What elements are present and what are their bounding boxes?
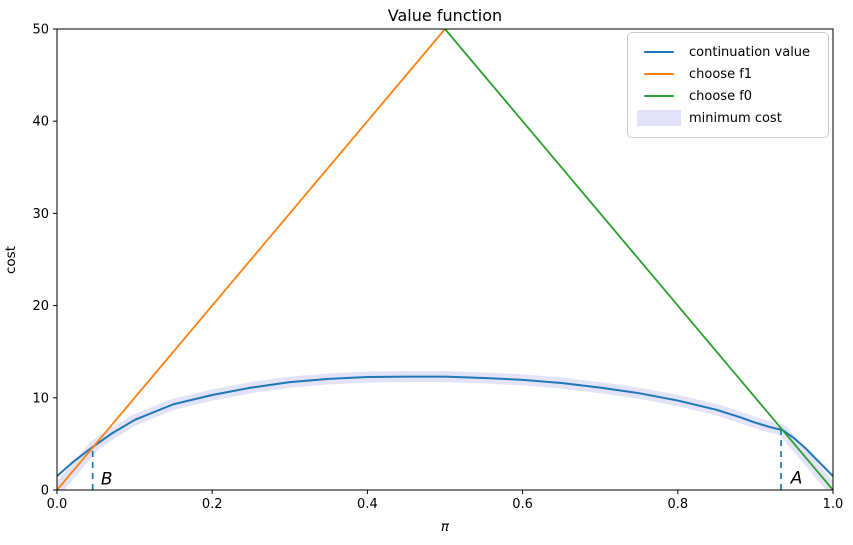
series-choose-f1 <box>57 29 446 490</box>
y-tick-label: 30 <box>32 207 49 222</box>
y-tick-label: 40 <box>32 115 49 130</box>
chart-title: Value function <box>388 6 502 25</box>
legend-swatch-line-icon <box>636 72 682 76</box>
x-tick-label: 0.2 <box>202 497 223 512</box>
legend-swatch-patch-icon <box>636 110 682 126</box>
axis-ticks: 0.0 0.2 0.4 0.6 0.8 1.0 0 10 20 30 40 50 <box>32 23 843 513</box>
legend-item-label: choose f1 <box>689 66 753 82</box>
axes-frame <box>56 28 834 491</box>
legend-item-label: minimum cost <box>689 110 782 126</box>
x-tick-label: 0.4 <box>357 497 378 512</box>
minimum-cost-band <box>57 371 833 490</box>
y-axis-label: cost <box>3 246 19 274</box>
series-continuation-value <box>57 375 833 478</box>
y-tick-label: 50 <box>32 23 49 38</box>
annotation-label-A: A <box>790 469 803 489</box>
legend-swatch-line-icon <box>636 94 682 98</box>
x-tick-label: 1.0 <box>823 497 844 512</box>
y-tick-label: 10 <box>32 391 49 406</box>
series-choose-f0 <box>444 29 833 490</box>
legend-item-label: continuation value <box>689 44 811 60</box>
legend-item: minimum cost <box>636 107 818 129</box>
y-tick-label: 0 <box>41 484 49 499</box>
annotation-label-B: B <box>101 469 113 489</box>
x-axis-label: π <box>441 519 450 535</box>
legend-swatch-line-icon <box>636 50 682 54</box>
legend-swatch <box>644 50 674 54</box>
minimum-cost-line <box>57 371 833 490</box>
y-tick-label: 20 <box>32 299 49 314</box>
legend-item: choose f1 <box>636 63 818 85</box>
legend-item: choose f0 <box>636 85 818 107</box>
legend-item: continuation value <box>636 41 818 63</box>
legend-swatch <box>644 72 674 76</box>
legend: continuation value choose f1 choose f0 mini… <box>627 32 829 138</box>
legend-swatch <box>644 94 674 98</box>
x-tick-label: 0.8 <box>667 497 688 512</box>
x-tick-label: 0.0 <box>47 497 68 512</box>
legend-swatch <box>637 110 681 126</box>
x-tick-label: 0.6 <box>512 497 533 512</box>
series-lines <box>57 29 833 490</box>
legend-item-label: choose f0 <box>689 88 753 104</box>
